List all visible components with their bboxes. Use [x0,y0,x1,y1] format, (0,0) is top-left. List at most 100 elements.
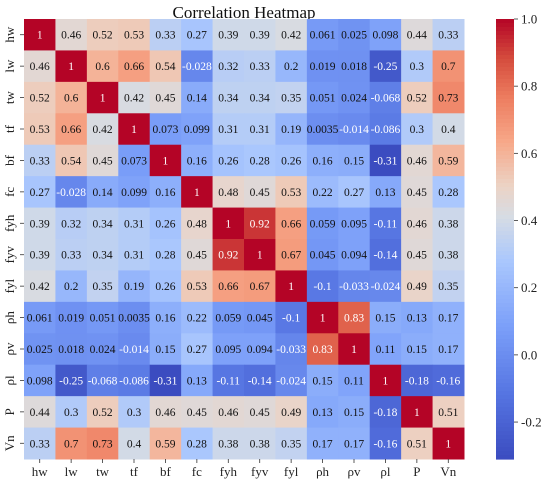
cell-value-label: 0.17 [438,313,458,325]
heatmap-cell [149,364,182,397]
heatmap-cell [401,301,434,334]
cell-value-label: 0.66 [218,281,238,293]
colorbar-segment [496,267,514,272]
heatmap-cell [401,207,434,240]
heatmap-cell [369,270,402,303]
heatmap-cell [338,113,371,146]
cell-value-label: 0.39 [250,30,270,42]
colorbar-segment [496,191,514,196]
cell-value-label: 0.27 [344,187,364,199]
cell-value-label: -0.024 [371,281,401,293]
cell-value-label: 0.31 [124,218,144,230]
cell-value-label: 0.45 [407,187,427,199]
cell-value-label: 0.34 [93,218,113,230]
colorbar-segment [496,363,514,368]
cell-value-label: 0.28 [250,155,270,167]
colorbar-segment [496,443,514,448]
colorbar-segment [496,323,514,328]
cell-value-label: 0.6 [95,61,110,73]
cell-value-label: 0.39 [30,218,50,230]
heatmap-cell [244,364,276,397]
cell-value-label: 0.48 [187,218,207,230]
heatmap-cell [24,364,56,397]
cell-value-label: 0.51 [407,438,427,450]
heatmap-cell [306,50,339,83]
heatmap-cell [181,50,214,83]
colorbar-segment [496,139,514,144]
cell-value-label: -0.16 [436,375,460,387]
cell-value-label: 0.0035 [118,313,150,325]
y-tick-label: Vn [2,435,17,451]
heatmap-cell [118,113,151,146]
heatmap-cell [306,207,339,240]
cell-value-label: 0.35 [281,93,301,105]
heatmap-cell [432,19,465,51]
cell-value-label: -0.068 [88,375,118,387]
heatmap-cell [275,270,308,303]
cell-value-label: -0.16 [373,438,397,450]
colorbar-segment [496,151,514,156]
heatmap-cell [181,239,214,271]
heatmap-cell [432,144,465,177]
cell-value-label: 0.59 [438,155,458,167]
y-tick-label: P [2,408,17,415]
y-tick-label: lw [2,59,17,73]
heatmap-cell [244,176,276,209]
cell-value-label: 0.11 [344,375,364,387]
heatmap-cell [118,396,151,429]
cell-value-label: 0.83 [344,313,364,325]
heatmap-cell [24,427,56,460]
colorbar-segment [496,283,514,288]
heatmap-cell [275,333,308,366]
cell-value-label: 0.6 [64,93,79,105]
heatmap-cell [149,144,182,177]
cell-value-label: 0.3 [410,124,425,136]
heatmap-cell [275,19,308,51]
colorbar-tick-label: 1.0 [521,12,537,27]
cell-value-label: 0.35 [281,438,301,450]
cell-value-label: 0.045 [247,313,273,325]
heatmap-cell [369,81,402,114]
cell-value-label: 0.46 [30,61,50,73]
colorbar-segment [496,35,514,40]
cell-value-label: 0.33 [438,30,458,42]
cell-value-label: 0.099 [121,187,147,199]
heatmap-cell [369,19,402,51]
colorbar-segment [496,327,514,332]
colorbar-segment [496,279,514,284]
heatmap-cell [118,19,151,51]
colorbar-segment [496,395,514,400]
heatmap-cell [401,239,434,271]
cell-value-label: 0.13 [407,313,427,325]
heatmap-cell [149,301,182,334]
heatmap-cell [118,50,151,83]
colorbar-segment [496,47,514,52]
heatmap-cell [432,50,465,83]
cell-value-label: 0.025 [341,30,367,42]
colorbar-segment [496,39,514,44]
cell-value-label: 0.92 [250,218,270,230]
cell-value-label: 0.28 [187,438,207,450]
colorbar-segment [496,411,514,416]
cell-value-label: 0.53 [281,187,301,199]
cell-value-label: 0.26 [218,155,238,167]
cell-value-label: 0.073 [121,155,147,167]
y-tick-label: ρv [2,342,17,355]
colorbar-segment [496,319,514,324]
cell-value-label: -0.028 [182,61,212,73]
cell-value-label: -0.1 [282,313,300,325]
heatmap-cell [86,207,119,240]
cell-value-label: 0.7 [441,61,456,73]
heatmap-cell [369,396,402,429]
heatmap-cell [55,333,88,366]
heatmap-cell [86,176,119,209]
colorbar-segment [496,231,514,236]
cell-value-label: -0.11 [374,218,398,230]
heatmap-cell [181,19,214,51]
heatmap-cell [275,81,308,114]
cell-value-label: -0.033 [339,281,369,293]
cell-value-label: 0.52 [93,407,113,419]
colorbar-segment [496,239,514,244]
heatmap-cell [369,239,402,271]
